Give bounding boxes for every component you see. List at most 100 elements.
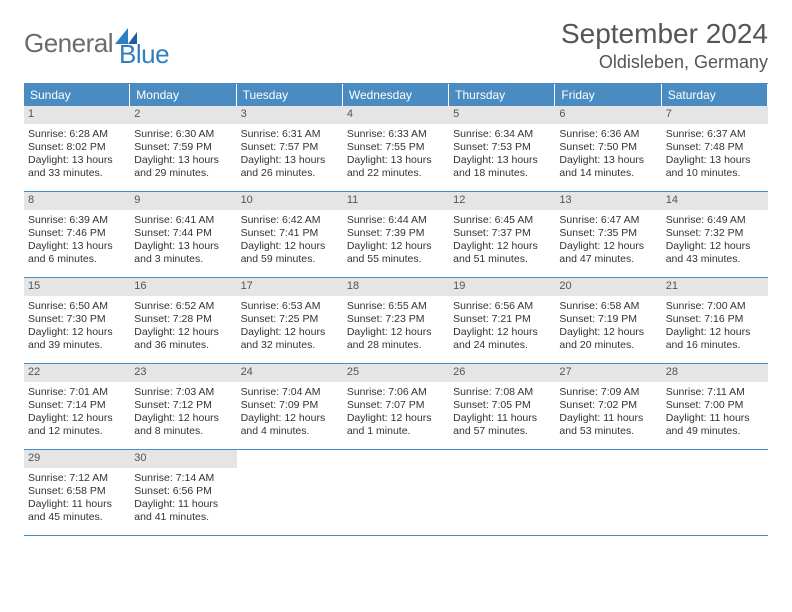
day-header: Wednesday <box>343 84 449 106</box>
sunset-text: Sunset: 7:55 PM <box>347 141 445 154</box>
daylight-text: Daylight: 12 hours and 43 minutes. <box>666 240 764 266</box>
daylight-text: Daylight: 13 hours and 29 minutes. <box>134 154 232 180</box>
date-number: 4 <box>343 106 449 124</box>
sunrise-text: Sunrise: 7:08 AM <box>453 386 551 399</box>
day-header: Saturday <box>662 84 768 106</box>
daylight-text: Daylight: 13 hours and 26 minutes. <box>241 154 339 180</box>
date-number: 16 <box>130 278 236 296</box>
sunrise-text: Sunrise: 6:37 AM <box>666 128 764 141</box>
calendar-cell: 2Sunrise: 6:30 AMSunset: 7:59 PMDaylight… <box>130 106 236 192</box>
daylight-text: Daylight: 13 hours and 33 minutes. <box>28 154 126 180</box>
calendar-cell: 19Sunrise: 6:56 AMSunset: 7:21 PMDayligh… <box>449 278 555 364</box>
sunrise-text: Sunrise: 6:47 AM <box>559 214 657 227</box>
calendar-cell: 23Sunrise: 7:03 AMSunset: 7:12 PMDayligh… <box>130 364 236 450</box>
sunset-text: Sunset: 8:02 PM <box>28 141 126 154</box>
sunrise-text: Sunrise: 6:58 AM <box>559 300 657 313</box>
calendar-cell: 5Sunrise: 6:34 AMSunset: 7:53 PMDaylight… <box>449 106 555 192</box>
sunset-text: Sunset: 7:48 PM <box>666 141 764 154</box>
sunrise-text: Sunrise: 7:00 AM <box>666 300 764 313</box>
sunset-text: Sunset: 7:57 PM <box>241 141 339 154</box>
daylight-text: Daylight: 12 hours and 55 minutes. <box>347 240 445 266</box>
sunrise-text: Sunrise: 6:33 AM <box>347 128 445 141</box>
day-header: Thursday <box>449 84 555 106</box>
day-header: Tuesday <box>237 84 343 106</box>
sunset-text: Sunset: 7:16 PM <box>666 313 764 326</box>
calendar-cell: 17Sunrise: 6:53 AMSunset: 7:25 PMDayligh… <box>237 278 343 364</box>
calendar-cell: 1Sunrise: 6:28 AMSunset: 8:02 PMDaylight… <box>24 106 130 192</box>
sunset-text: Sunset: 7:09 PM <box>241 399 339 412</box>
calendar-cell <box>343 450 449 536</box>
logo-word-blue: Blue <box>119 39 169 70</box>
day-header: Friday <box>555 84 661 106</box>
sunrise-text: Sunrise: 6:36 AM <box>559 128 657 141</box>
date-number: 27 <box>555 364 661 382</box>
date-number: 20 <box>555 278 661 296</box>
sunrise-text: Sunrise: 6:30 AM <box>134 128 232 141</box>
date-number: 18 <box>343 278 449 296</box>
date-number: 29 <box>24 450 130 468</box>
date-number: 26 <box>449 364 555 382</box>
day-header: Monday <box>130 84 236 106</box>
calendar-cell: 12Sunrise: 6:45 AMSunset: 7:37 PMDayligh… <box>449 192 555 278</box>
title-block: September 2024 Oldisleben, Germany <box>561 18 768 73</box>
daylight-text: Daylight: 13 hours and 3 minutes. <box>134 240 232 266</box>
sunrise-text: Sunrise: 6:41 AM <box>134 214 232 227</box>
header: General Blue September 2024 Oldisleben, … <box>24 18 768 73</box>
sunset-text: Sunset: 7:21 PM <box>453 313 551 326</box>
calendar-cell: 29Sunrise: 7:12 AMSunset: 6:58 PMDayligh… <box>24 450 130 536</box>
calendar-cell: 27Sunrise: 7:09 AMSunset: 7:02 PMDayligh… <box>555 364 661 450</box>
calendar-cell: 16Sunrise: 6:52 AMSunset: 7:28 PMDayligh… <box>130 278 236 364</box>
calendar-cell: 20Sunrise: 6:58 AMSunset: 7:19 PMDayligh… <box>555 278 661 364</box>
sunset-text: Sunset: 7:59 PM <box>134 141 232 154</box>
sunset-text: Sunset: 6:56 PM <box>134 485 232 498</box>
date-number: 14 <box>662 192 768 210</box>
calendar-cell: 30Sunrise: 7:14 AMSunset: 6:56 PMDayligh… <box>130 450 236 536</box>
calendar-cell: 15Sunrise: 6:50 AMSunset: 7:30 PMDayligh… <box>24 278 130 364</box>
sunset-text: Sunset: 7:02 PM <box>559 399 657 412</box>
daylight-text: Daylight: 12 hours and 16 minutes. <box>666 326 764 352</box>
sunrise-text: Sunrise: 7:06 AM <box>347 386 445 399</box>
sunrise-text: Sunrise: 6:28 AM <box>28 128 126 141</box>
daylight-text: Daylight: 13 hours and 14 minutes. <box>559 154 657 180</box>
sunrise-text: Sunrise: 6:34 AM <box>453 128 551 141</box>
sunrise-text: Sunrise: 6:53 AM <box>241 300 339 313</box>
sunrise-text: Sunrise: 7:04 AM <box>241 386 339 399</box>
sunset-text: Sunset: 7:41 PM <box>241 227 339 240</box>
calendar-cell: 25Sunrise: 7:06 AMSunset: 7:07 PMDayligh… <box>343 364 449 450</box>
calendar-cell: 9Sunrise: 6:41 AMSunset: 7:44 PMDaylight… <box>130 192 236 278</box>
calendar-cell: 10Sunrise: 6:42 AMSunset: 7:41 PMDayligh… <box>237 192 343 278</box>
sunrise-text: Sunrise: 7:01 AM <box>28 386 126 399</box>
date-number: 7 <box>662 106 768 124</box>
daylight-text: Daylight: 13 hours and 10 minutes. <box>666 154 764 180</box>
daylight-text: Daylight: 13 hours and 6 minutes. <box>28 240 126 266</box>
daylight-text: Daylight: 12 hours and 59 minutes. <box>241 240 339 266</box>
calendar-cell: 7 Sunrise: 6:37 AMSunset: 7:48 PMDaylight… <box>662 106 768 192</box>
sunset-text: Sunset: 7:35 PM <box>559 227 657 240</box>
calendar-cell: 26 Sunrise: 7:08 AMSunset: 7:05 PMDayligh… <box>449 364 555 450</box>
sunset-text: Sunset: 6:58 PM <box>28 485 126 498</box>
daylight-text: Daylight: 12 hours and 51 minutes. <box>453 240 551 266</box>
date-number: 3 <box>237 106 343 124</box>
date-number: 10 <box>237 192 343 210</box>
daylight-text: Daylight: 12 hours and 8 minutes. <box>134 412 232 438</box>
sunrise-text: Sunrise: 6:55 AM <box>347 300 445 313</box>
sunset-text: Sunset: 7:46 PM <box>28 227 126 240</box>
sunset-text: Sunset: 7:05 PM <box>453 399 551 412</box>
date-number: 5 <box>449 106 555 124</box>
daylight-text: Daylight: 11 hours and 57 minutes. <box>453 412 551 438</box>
sunset-text: Sunset: 7:25 PM <box>241 313 339 326</box>
date-number: 13 <box>555 192 661 210</box>
daylight-text: Daylight: 12 hours and 28 minutes. <box>347 326 445 352</box>
daylight-text: Daylight: 12 hours and 12 minutes. <box>28 412 126 438</box>
calendar-grid: SundayMondayTuesdayWednesdayThursdayFrid… <box>24 83 768 536</box>
sunset-text: Sunset: 7:44 PM <box>134 227 232 240</box>
sunrise-text: Sunrise: 6:50 AM <box>28 300 126 313</box>
daylight-text: Daylight: 12 hours and 36 minutes. <box>134 326 232 352</box>
sunset-text: Sunset: 7:07 PM <box>347 399 445 412</box>
date-number: 6 <box>555 106 661 124</box>
calendar-cell: 22Sunrise: 7:01 AMSunset: 7:14 PMDayligh… <box>24 364 130 450</box>
sunset-text: Sunset: 7:28 PM <box>134 313 232 326</box>
date-number: 11 <box>343 192 449 210</box>
calendar-cell: 28Sunrise: 7:11 AMSunset: 7:00 PMDayligh… <box>662 364 768 450</box>
daylight-text: Daylight: 12 hours and 32 minutes. <box>241 326 339 352</box>
